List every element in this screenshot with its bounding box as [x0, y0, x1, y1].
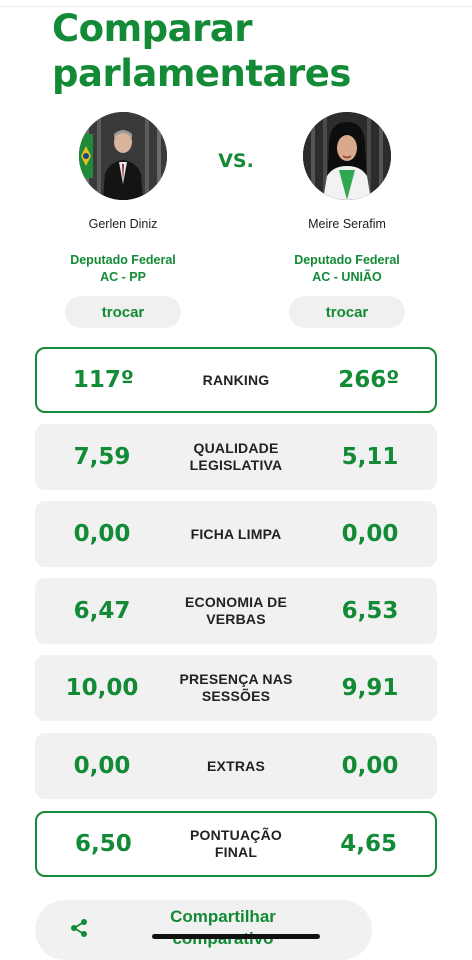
metric-left-value: 0,00: [73, 521, 131, 547]
share-label: Compartilhar comparativo: [143, 906, 303, 950]
right-role-block: Deputado Federal AC - UNIÃO: [247, 252, 447, 286]
home-indicator[interactable]: [152, 934, 320, 939]
metric-left-value: 0,00: [73, 753, 131, 779]
top-divider: [0, 0, 472, 7]
metric-right-value: 0,00: [341, 753, 399, 779]
metric-left-value: 7,59: [73, 444, 131, 470]
metric-right-value: 9,91: [341, 675, 399, 701]
left-parliamentarian: Gerlen Diniz Deputado Federal AC - PP tr…: [23, 112, 223, 328]
metric-row-ranking: 117º RANKING 266º: [35, 347, 437, 413]
metric-label-line: ECONOMIA DE: [184, 594, 288, 610]
right-state-party: AC - UNIÃO: [312, 270, 382, 284]
share-label-line-2: comparativo: [143, 928, 303, 950]
metric-label-line: VERBAS: [206, 611, 266, 627]
metric-right-value: 0,00: [341, 521, 399, 547]
metric-label: PONTUAÇÃO FINAL: [170, 827, 303, 861]
metric-label: ECONOMIA DE VERBAS: [169, 594, 303, 628]
left-role-block: Deputado Federal AC - PP: [23, 252, 223, 286]
metric-left-value: 6,47: [73, 598, 131, 624]
right-swap-button[interactable]: trocar: [289, 296, 405, 328]
metric-left-value: 6,50: [74, 831, 132, 857]
right-name: Meire Serafim: [308, 217, 386, 231]
left-state-party: AC - PP: [100, 270, 146, 284]
metric-row-economia-de-verbas: 6,47 ECONOMIA DE VERBAS 6,53: [35, 578, 437, 644]
metric-label-line: SESSÕES: [201, 688, 271, 704]
metric-row-ficha-limpa: 0,00 FICHA LIMPA 0,00: [35, 501, 437, 567]
avatar-right[interactable]: [303, 112, 391, 200]
metric-right-value: 4,65: [340, 831, 398, 857]
metric-row-qualidade-legislativa: 7,59 QUALIDADE LEGISLATIVA 5,11: [35, 424, 437, 490]
metric-label-line: PONTUAÇÃO: [189, 827, 283, 843]
metric-row-presenca-nas-sessoes: 10,00 PRESENÇA NAS SESSÕES 9,91: [35, 655, 437, 721]
right-role: Deputado Federal: [294, 253, 400, 267]
metric-label: EXTRAS: [169, 758, 303, 775]
metric-left-value: 10,00: [65, 675, 139, 701]
metric-label: QUALIDADE LEGISLATIVA: [169, 440, 303, 474]
metric-row-pontuacao-final: 6,50 PONTUAÇÃO FINAL 4,65: [35, 811, 437, 877]
share-icon: [69, 918, 89, 941]
metric-left-value: 117º: [72, 367, 134, 393]
page-title: Comparar parlamentares: [52, 6, 351, 96]
left-name: Gerlen Diniz: [88, 217, 158, 231]
metric-label-line: RANKING: [202, 371, 270, 388]
metric-label-line: PRESENÇA NAS: [179, 671, 293, 687]
page-title-line-1: Comparar: [52, 7, 253, 50]
metric-label-line: QUALIDADE: [193, 440, 279, 456]
left-role: Deputado Federal: [70, 253, 176, 267]
share-label-line-1: Compartilhar: [170, 907, 276, 926]
metric-right-value: 266º: [338, 367, 400, 393]
avatar-left-photo: [79, 112, 167, 200]
metric-label: RANKING: [170, 372, 303, 389]
left-swap-button[interactable]: trocar: [65, 296, 181, 328]
metric-label: PRESENÇA NAS SESSÕES: [169, 671, 303, 705]
page-title-line-2: parlamentares: [52, 52, 351, 95]
metric-row-extras: 0,00 EXTRAS 0,00: [35, 733, 437, 799]
metric-label-line: FICHA LIMPA: [190, 525, 282, 542]
share-comparison-button[interactable]: Compartilhar comparativo: [35, 900, 372, 960]
metric-label: FICHA LIMPA: [169, 526, 303, 543]
metric-label-line: LEGISLATIVA: [189, 457, 283, 473]
vs-label: VS.: [218, 150, 254, 172]
metric-label-line: FINAL: [214, 844, 258, 860]
avatar-left[interactable]: [79, 112, 167, 200]
right-parliamentarian: Meire Serafim Deputado Federal AC - UNIÃ…: [247, 112, 447, 328]
metric-right-value: 6,53: [341, 598, 399, 624]
avatar-right-photo: [303, 112, 391, 200]
metric-label-line: EXTRAS: [207, 757, 265, 774]
metric-right-value: 5,11: [341, 444, 399, 470]
